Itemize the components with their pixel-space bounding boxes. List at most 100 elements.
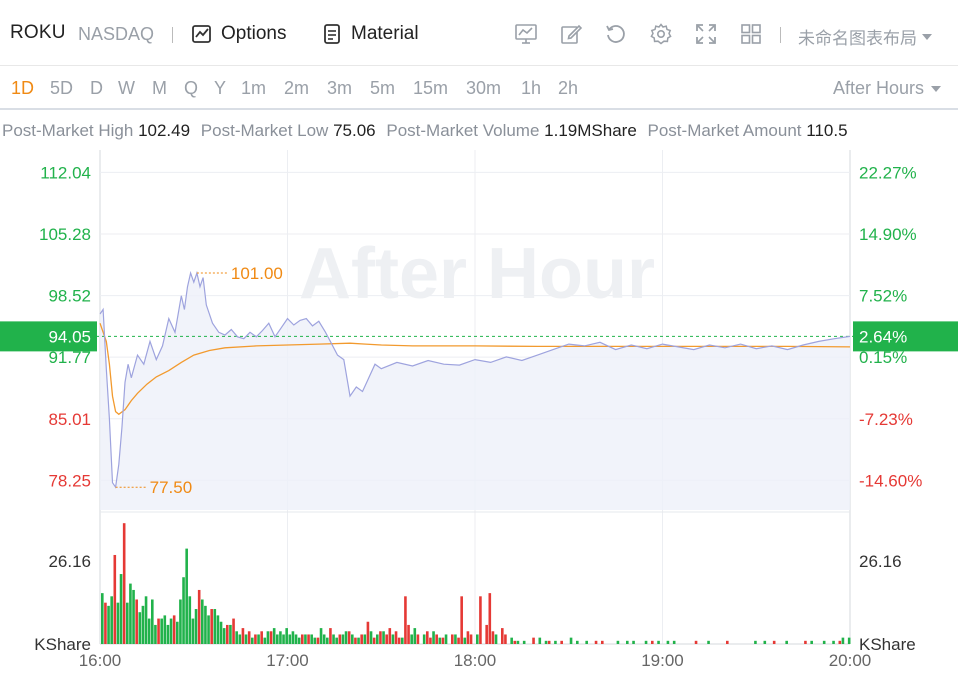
volume-bar-down xyxy=(726,640,729,644)
layout-selector[interactable]: 未命名图表布局 xyxy=(798,24,933,49)
volume-bar-up xyxy=(313,637,317,644)
volume-bar-down xyxy=(338,634,342,644)
current-pct-value: 2.64% xyxy=(859,327,907,346)
volume-bar-down xyxy=(301,634,304,644)
volume-bar-up xyxy=(841,637,845,644)
volume-bar-up xyxy=(332,634,335,644)
top-toolbar: ROKU NASDAQ Options Material xyxy=(0,0,958,66)
volume-bar-down xyxy=(157,618,160,644)
timeframe-15m[interactable]: 15m xyxy=(413,78,449,98)
volume-bar-up xyxy=(297,637,301,644)
stat-amount-label: Post-Market Amount xyxy=(647,121,802,140)
chart-settings-icon[interactable] xyxy=(514,22,538,46)
volume-bar-up xyxy=(138,612,142,644)
timeframe-5d[interactable]: 5D xyxy=(50,78,74,98)
volume-bar-up xyxy=(401,637,404,644)
gear-icon[interactable] xyxy=(649,22,673,46)
stat-low-label: Post-Market Low xyxy=(200,121,329,140)
volume-bar-down xyxy=(491,631,495,644)
timeframe-1m[interactable]: 1m xyxy=(241,78,267,98)
volume-bar-up xyxy=(391,634,395,644)
timeframe-y[interactable]: Y xyxy=(214,78,227,98)
volume-bar-up xyxy=(554,640,557,644)
volume-bar-up xyxy=(132,589,135,644)
volume-bar-up xyxy=(272,628,276,644)
volume-bar-up xyxy=(160,618,163,644)
timeframe-3m[interactable]: 3m xyxy=(327,78,353,98)
volume-bar-down xyxy=(479,596,482,644)
volume-bar-up xyxy=(444,634,448,644)
volume-bar-up xyxy=(822,640,826,644)
volume-bar-down xyxy=(601,640,604,644)
volume-bar-down xyxy=(560,640,563,644)
options-icon xyxy=(192,25,211,43)
volume-bar-up xyxy=(438,637,442,644)
volume-bar-up xyxy=(319,628,323,644)
y-left-tick-label: 98.52 xyxy=(48,287,91,306)
y-right-tick-label: 0.15% xyxy=(859,348,907,367)
reset-icon[interactable] xyxy=(604,22,628,46)
timeframe-m[interactable]: M xyxy=(152,78,167,98)
volume-bar-up xyxy=(322,634,326,644)
timeframe-2m[interactable]: 2m xyxy=(284,78,310,98)
volume-bar-up xyxy=(363,634,367,644)
volume-bar-up xyxy=(522,640,526,644)
timeframe-q[interactable]: Q xyxy=(184,78,199,98)
volume-bar-down xyxy=(772,640,776,644)
stat-high-label: Post-Market High xyxy=(2,121,134,140)
volume-bar-down xyxy=(269,631,273,644)
volume-bar-down xyxy=(407,624,410,644)
symbol-label[interactable]: ROKU xyxy=(10,22,66,43)
x-tick-label: 16:00 xyxy=(79,651,122,670)
volume-bar-down xyxy=(316,637,320,644)
fullscreen-icon[interactable] xyxy=(694,22,718,46)
volume-bar-down xyxy=(307,634,310,644)
timeframe-d[interactable]: D xyxy=(90,78,103,98)
timeframe-1h[interactable]: 1h xyxy=(521,78,542,98)
timeframe-w[interactable]: W xyxy=(118,78,135,98)
volume-bar-up xyxy=(763,640,767,644)
session-selector[interactable]: After Hours xyxy=(833,78,942,99)
volume-bar-up xyxy=(285,628,288,644)
volume-bar-down xyxy=(466,631,470,644)
volume-bar-up xyxy=(188,596,192,644)
timeframe-30m[interactable]: 30m xyxy=(466,78,502,98)
current-price-tag xyxy=(0,321,97,352)
timeframe-2h[interactable]: 2h xyxy=(558,78,579,98)
volume-bar-down xyxy=(397,637,401,644)
volume-bar-up xyxy=(335,637,338,644)
volume-bar-up xyxy=(251,637,254,644)
volume-bar-up xyxy=(222,628,226,644)
options-button[interactable]: Options xyxy=(191,20,286,48)
layout-grid-icon[interactable] xyxy=(739,22,763,46)
y-left-tick-label: 105.28 xyxy=(39,225,91,244)
y-right-tick-label: 14.90% xyxy=(859,225,917,244)
volume-bar-up xyxy=(707,640,710,644)
volume-unit-left: KShare xyxy=(34,635,91,654)
y-right-tick-label: -14.60% xyxy=(859,471,922,490)
timeframe-5m[interactable]: 5m xyxy=(370,78,396,98)
material-button[interactable]: Material xyxy=(321,20,419,48)
price-area-fill xyxy=(100,273,850,510)
volume-bar-up xyxy=(182,577,185,644)
volume-bar-down xyxy=(501,628,504,644)
volume-bar-down xyxy=(329,628,332,644)
volume-bar-down xyxy=(241,628,245,644)
volume-bar-up xyxy=(194,609,198,644)
volume-bar-down xyxy=(260,631,263,644)
stat-volume-label: Post-Market Volume xyxy=(386,121,540,140)
timeframe-bar: 1D 5D D W M Q Y 1m 2m 3m 5m 15m 30m 1h 2… xyxy=(0,66,958,110)
volume-bar-up xyxy=(229,624,232,644)
volume-bar-up xyxy=(538,637,542,644)
current-pct-tag xyxy=(853,321,958,352)
volume-bar-up xyxy=(276,634,279,644)
timeframe-1d[interactable]: 1D xyxy=(11,78,35,98)
price-chart[interactable]: After Hour 101.00 77.50 112.04 22.27% 105.2… xyxy=(0,150,958,676)
draw-icon[interactable] xyxy=(559,22,583,46)
stat-high-value: 102.49 xyxy=(138,121,191,140)
options-label: Options xyxy=(221,23,287,44)
volume-bar-up xyxy=(129,583,132,644)
volume-bar-down xyxy=(404,596,407,644)
y-left-tick-label: 85.01 xyxy=(48,410,91,429)
volume-bar-up xyxy=(213,609,217,644)
